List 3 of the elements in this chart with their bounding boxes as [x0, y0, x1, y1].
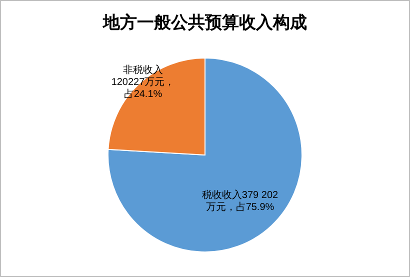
slice-label: 非税收入 [123, 65, 163, 76]
slice-label: 税收收入379 202万元，占75.9% [200, 190, 280, 214]
chart-title: 地方一般公共预算收入构成 [102, 13, 307, 32]
